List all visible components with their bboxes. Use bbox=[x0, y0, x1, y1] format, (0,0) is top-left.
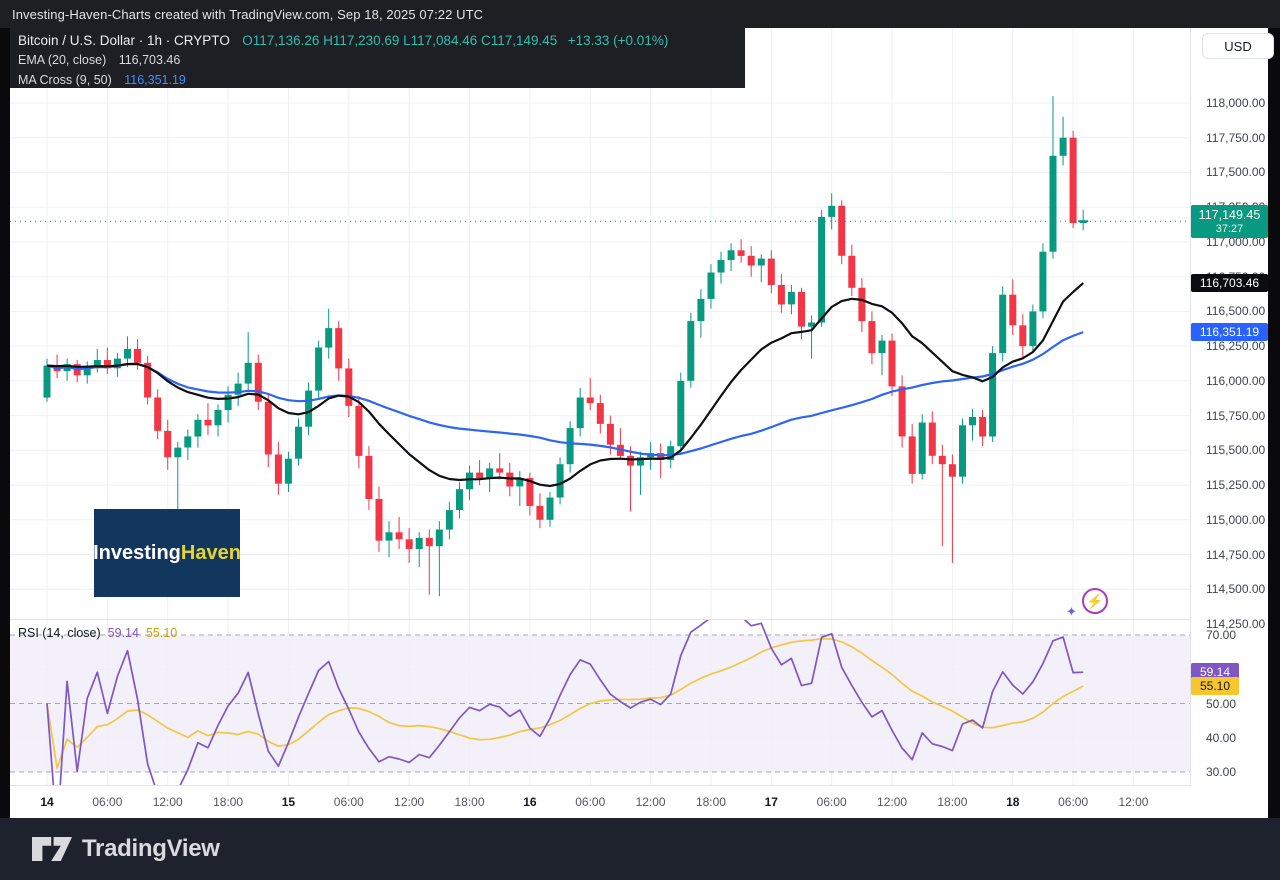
time-axis-label: 12:00 bbox=[1118, 795, 1149, 809]
ma-cross-indicator-label[interactable]: MA Cross (9, 50) bbox=[18, 73, 112, 87]
price-axis-label: 117,000.00 bbox=[1206, 234, 1266, 249]
time-axis-label: 06:00 bbox=[575, 795, 606, 809]
time-axis-label: 18:00 bbox=[937, 795, 968, 809]
currency-toggle-button[interactable]: USD bbox=[1202, 33, 1274, 59]
time-axis-label: 12:00 bbox=[394, 795, 425, 809]
rsi-ma-value-badge: 55.10 bbox=[1191, 677, 1239, 696]
price-axis-label: 118,000.00 bbox=[1206, 96, 1266, 110]
time-axis-label: 12:00 bbox=[877, 795, 908, 809]
last-price-badge: 117,149.45 37:27 bbox=[1191, 205, 1268, 239]
time-axis-label: 15 bbox=[281, 795, 296, 809]
rsi-axis-label: 30.00 bbox=[1206, 765, 1237, 779]
time-axis-label: 18:00 bbox=[213, 795, 244, 809]
ema-price-badge: 116,703.46 bbox=[1191, 274, 1268, 293]
price-axis-label: 114,250.00 bbox=[1206, 617, 1266, 631]
price-axis-label: 116,000.00 bbox=[1206, 373, 1266, 388]
price-axis-label: 115,000.00 bbox=[1206, 512, 1266, 527]
rsi-axis-label: 50.00 bbox=[1206, 696, 1237, 711]
rsi-axis-label: 70.00 bbox=[1206, 628, 1237, 642]
investinghaven-logo: Investing Haven bbox=[93, 509, 241, 597]
boost-button[interactable]: ✦ ⚡ bbox=[1066, 586, 1108, 622]
ema-indicator-value: 116,703.46 bbox=[118, 53, 181, 67]
rsi-legend: RSI (14, close) 59.14 55.10 bbox=[18, 626, 177, 640]
export-title: Investing-Haven-Charts created with Trad… bbox=[12, 6, 484, 22]
symbol-title[interactable]: Bitcoin / U.S. Dollar · 1h · CRYPTO bbox=[18, 33, 230, 48]
footer-bar: TradingView bbox=[0, 818, 1280, 880]
tradingview-logo-icon bbox=[32, 837, 72, 861]
rsi-chart-canvas[interactable] bbox=[10, 620, 1190, 785]
time-axis-separator bbox=[10, 785, 1268, 786]
price-axis-label: 116,500.00 bbox=[1206, 304, 1266, 319]
time-axis-label: 17 bbox=[764, 795, 778, 809]
rsi-ma-legend-value: 55.10 bbox=[145, 626, 178, 640]
time-axis-label: 06:00 bbox=[1058, 795, 1089, 809]
time-axis[interactable]: 14 06:00 12:00 18:00 15 06:00 12:00 18:00 16 06:0… bbox=[10, 786, 1268, 818]
rsi-value-badge: 59.14 bbox=[1191, 663, 1239, 682]
price-pane[interactable]: Bitcoin / U.S. Dollar · 1h · CRYPTO O117… bbox=[10, 28, 1190, 619]
price-axis-label: 115,750.00 bbox=[1206, 408, 1266, 423]
investinghaven-logo-text-1: Investing bbox=[93, 541, 181, 564]
price-axis-label: 117,500.00 bbox=[1206, 165, 1266, 180]
last-price-value: 117,149.45 bbox=[1198, 207, 1261, 222]
ma-cross-indicator-value: 116,351.19 bbox=[124, 73, 186, 87]
time-axis-label: 14 bbox=[40, 795, 54, 809]
price-axis-label: 114,750.00 bbox=[1206, 547, 1266, 562]
investinghaven-logo-text-2: Haven bbox=[180, 541, 241, 564]
price-axis-separator bbox=[1190, 28, 1191, 818]
ma-price-badge: 116,351.19 bbox=[1191, 323, 1268, 342]
change-value: +13.33 (+0.01%) bbox=[567, 33, 669, 48]
price-axis-label: 117,750.00 bbox=[1206, 130, 1266, 145]
chart-legend: Bitcoin / U.S. Dollar · 1h · CRYPTO O117… bbox=[10, 28, 745, 88]
time-axis-label: 16 bbox=[523, 795, 537, 809]
ohlc-values: O117,136.26 H117,230.69 L117,084.46 C117… bbox=[242, 33, 558, 48]
ema-indicator-label[interactable]: EMA (20, close) bbox=[18, 53, 107, 67]
export-header-bar: Investing-Haven-Charts created with Trad… bbox=[0, 0, 1280, 28]
time-axis-label: 12:00 bbox=[635, 795, 666, 809]
time-axis-label: 06:00 bbox=[816, 795, 847, 809]
price-axis-label: 115,500.00 bbox=[1206, 443, 1266, 458]
time-axis-label: 18:00 bbox=[695, 795, 726, 809]
time-axis-label: 18 bbox=[1006, 795, 1020, 809]
price-axis-label: 116,250.00 bbox=[1206, 339, 1266, 354]
rsi-legend-value: 59.14 bbox=[107, 626, 139, 640]
price-axis[interactable] bbox=[1191, 28, 1268, 786]
rsi-pane[interactable]: RSI (14, close) 59.14 55.10 bbox=[10, 620, 1190, 785]
price-axis-label: 115,250.00 bbox=[1206, 478, 1266, 493]
lightning-icon: ⚡ bbox=[1082, 588, 1108, 614]
time-axis-label: 06:00 bbox=[92, 795, 123, 809]
price-axis-label: 114,500.00 bbox=[1206, 582, 1266, 597]
tradingview-logo-text: TradingView bbox=[82, 835, 220, 862]
time-axis-label: 18:00 bbox=[454, 795, 485, 809]
bar-countdown: 37:27 bbox=[1215, 222, 1244, 235]
tradingview-logo[interactable]: TradingView bbox=[32, 835, 220, 863]
price-chart-canvas[interactable] bbox=[10, 28, 1190, 619]
pane-separator[interactable] bbox=[10, 619, 1268, 620]
rsi-axis-label: 40.00 bbox=[1206, 730, 1237, 745]
time-axis-label: 06:00 bbox=[333, 795, 364, 809]
chart-widget: Bitcoin / U.S. Dollar · 1h · CRYPTO O117… bbox=[10, 28, 1274, 818]
sparkle-icon: ✦ bbox=[1066, 604, 1077, 619]
time-axis-label: 12:00 bbox=[152, 795, 183, 809]
rsi-indicator-label[interactable]: RSI (14, close) bbox=[18, 626, 101, 640]
